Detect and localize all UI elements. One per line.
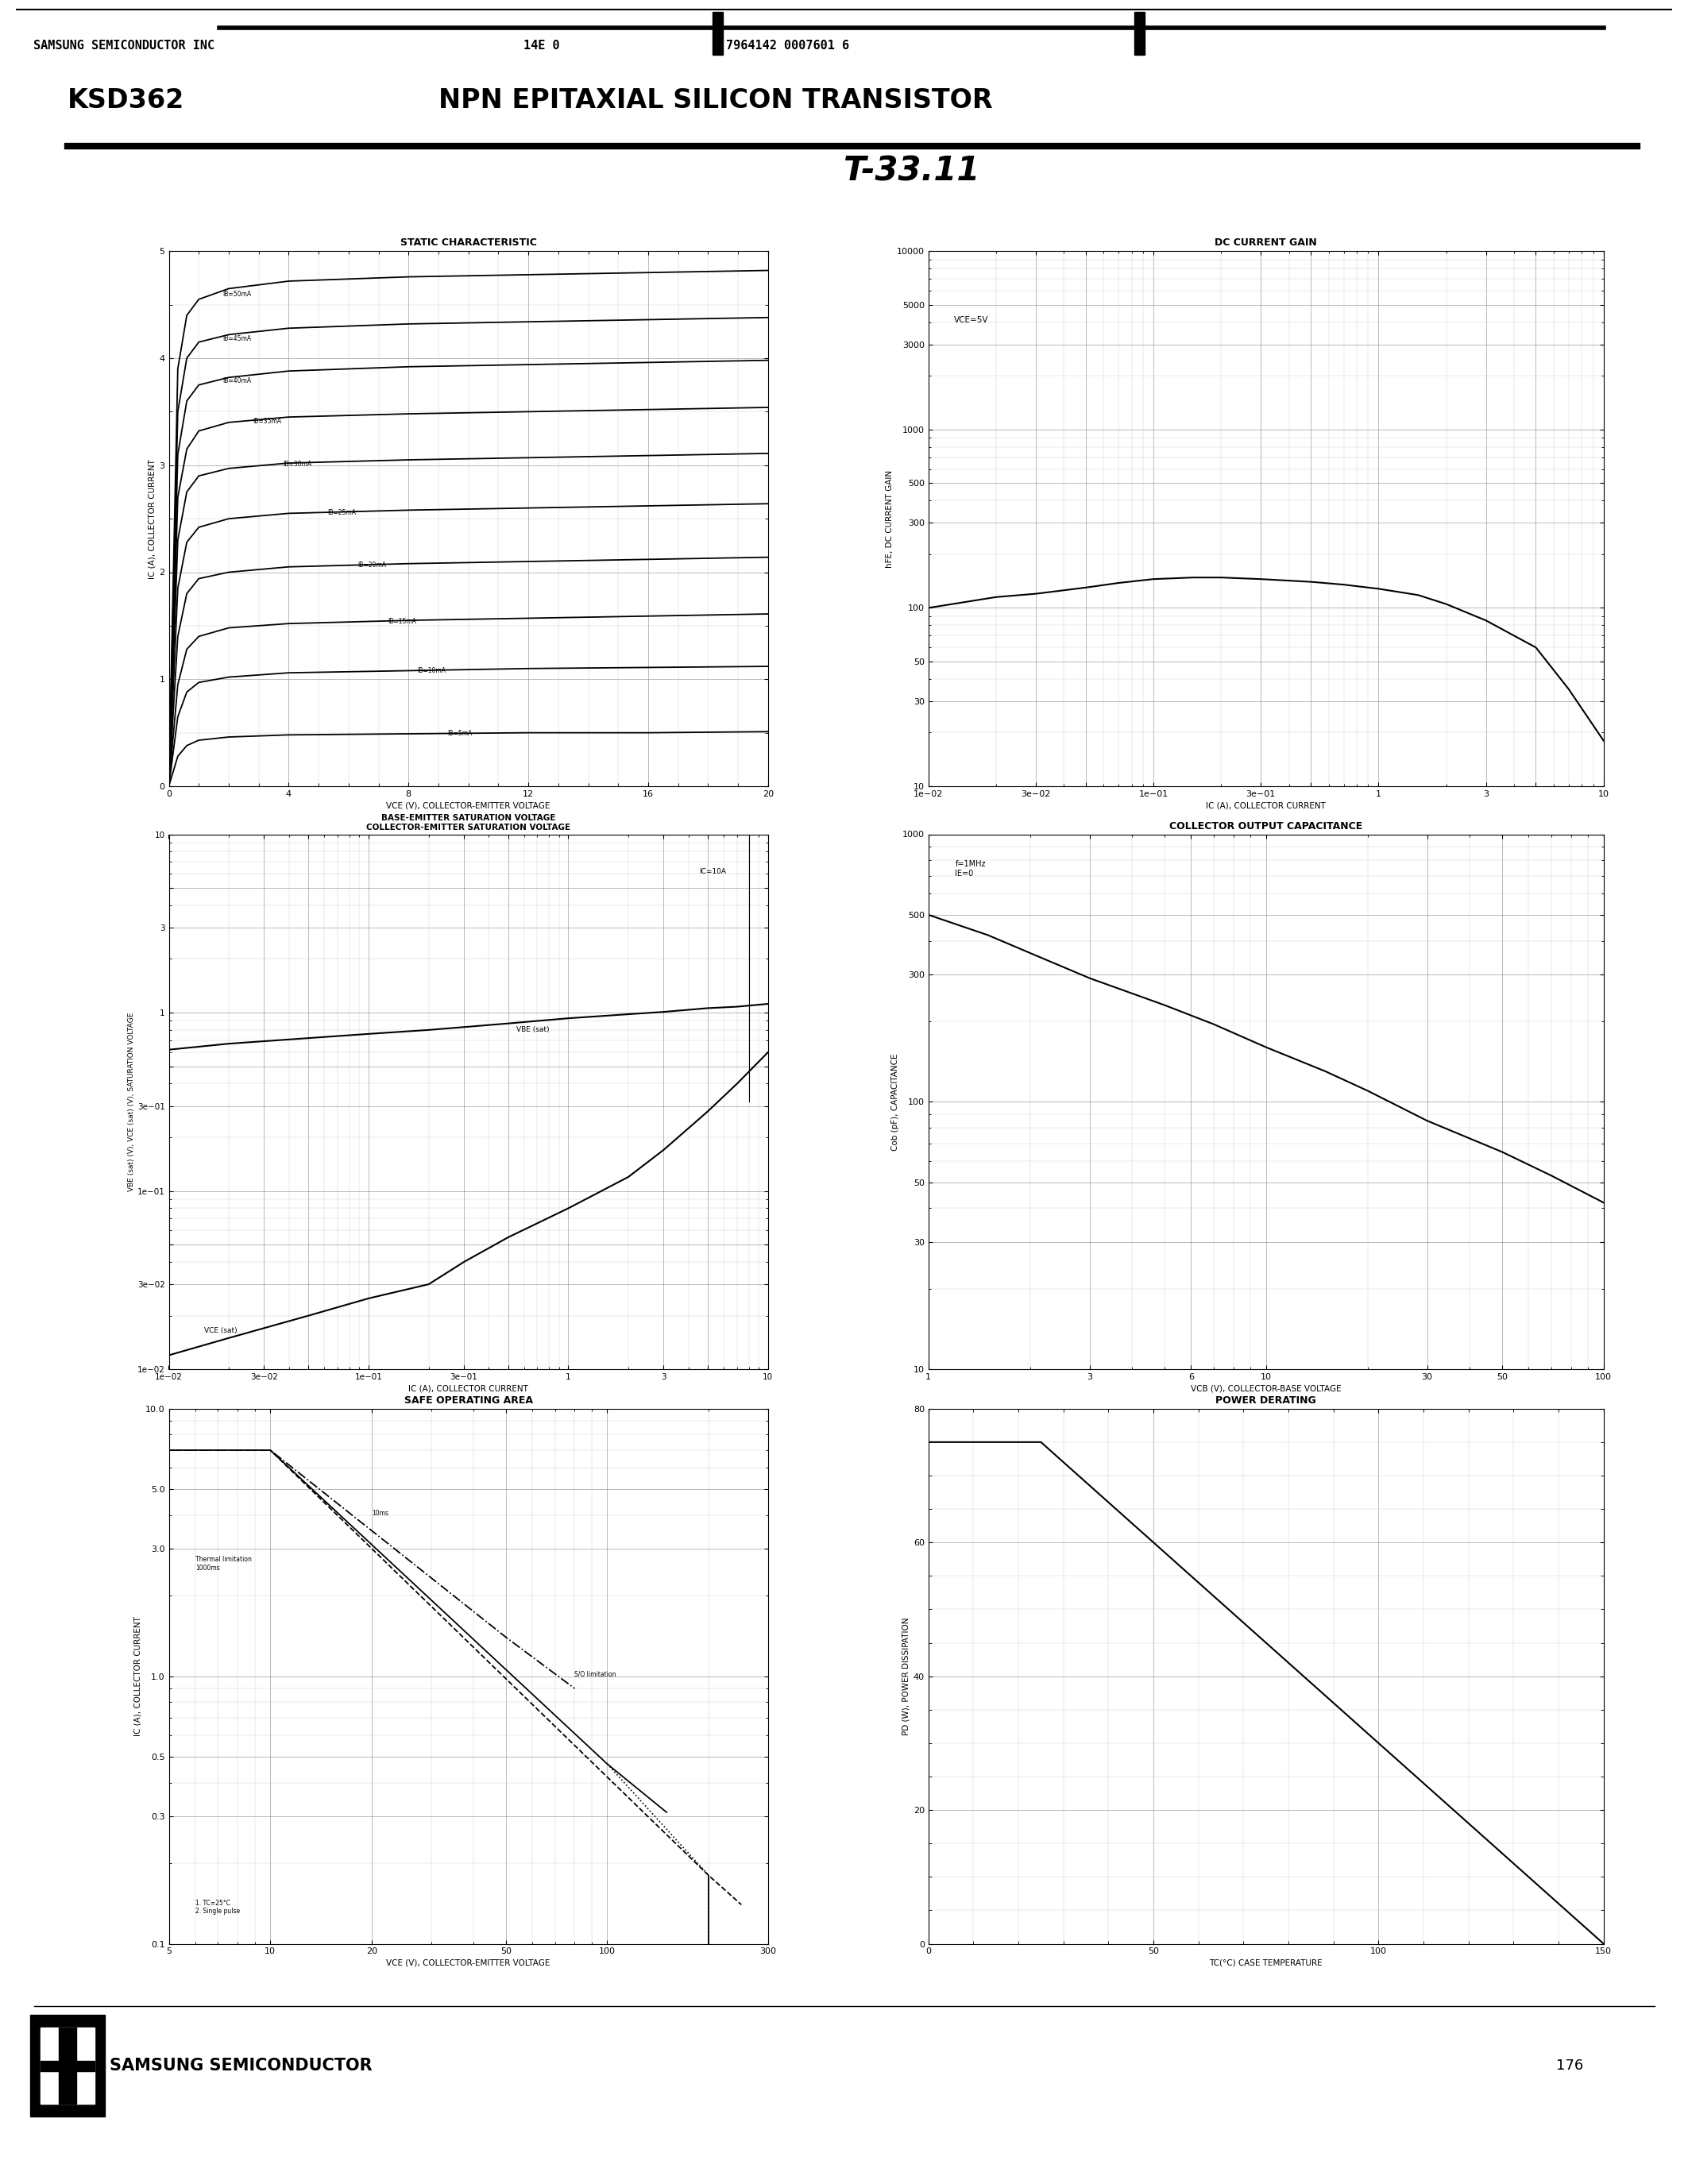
Bar [30, 2016, 105, 2116]
X-axis label: IC (A), COLLECTOR CURRENT: IC (A), COLLECTOR CURRENT [408, 1385, 528, 1393]
Text: SAMSUNG SEMICONDUCTOR: SAMSUNG SEMICONDUCTOR [110, 2057, 373, 2075]
Text: Thermal limitation
1000ms: Thermal limitation 1000ms [196, 1555, 252, 1570]
X-axis label: TC(°C) CASE TEMPERATURE: TC(°C) CASE TEMPERATURE [1209, 1959, 1323, 1968]
Text: 10ms: 10ms [371, 1509, 388, 1516]
Y-axis label: IC (A), COLLECTOR CURRENT: IC (A), COLLECTOR CURRENT [149, 459, 155, 579]
X-axis label: IC (A), COLLECTOR CURRENT: IC (A), COLLECTOR CURRENT [1205, 802, 1327, 810]
Y-axis label: Cob (pF), CAPACITANCE: Cob (pF), CAPACITANCE [891, 1053, 900, 1151]
FancyBboxPatch shape [37, 2025, 98, 2105]
Y-axis label: PD (W), POWER DISSIPATION: PD (W), POWER DISSIPATION [901, 1616, 910, 1734]
Text: VCE=5V: VCE=5V [954, 317, 989, 323]
Text: IB=25mA: IB=25mA [327, 509, 356, 515]
Text: 1. TC=25°C
2. Single pulse: 1. TC=25°C 2. Single pulse [196, 1900, 240, 1915]
Title: DC CURRENT GAIN: DC CURRENT GAIN [1215, 238, 1317, 249]
Bar [59, 2027, 76, 2103]
Text: IB=15mA: IB=15mA [388, 618, 417, 625]
Text: KSD362: KSD362 [68, 87, 184, 114]
Title: POWER DERATING: POWER DERATING [1215, 1396, 1317, 1406]
Title: BASE-EMITTER SATURATION VOLTAGE
COLLECTOR-EMITTER SATURATION VOLTAGE: BASE-EMITTER SATURATION VOLTAGE COLLECTO… [366, 815, 571, 832]
Bar [41, 2027, 95, 2103]
Title: COLLECTOR OUTPUT CAPACITANCE: COLLECTOR OUTPUT CAPACITANCE [1170, 821, 1362, 832]
Text: IC=10A: IC=10A [699, 869, 726, 876]
Text: IB=10mA: IB=10mA [417, 666, 446, 675]
Text: VCE (sat): VCE (sat) [204, 1328, 236, 1334]
Bar [41, 2062, 95, 2070]
X-axis label: VCE (V), COLLECTOR-EMITTER VOLTAGE: VCE (V), COLLECTOR-EMITTER VOLTAGE [387, 1959, 550, 1968]
Text: 14E 0: 14E 0 [523, 39, 559, 52]
Text: IB=40mA: IB=40mA [223, 378, 252, 384]
Y-axis label: hFE, DC CURRENT GAIN: hFE, DC CURRENT GAIN [886, 470, 893, 568]
Text: IB=50mA: IB=50mA [223, 290, 252, 297]
Text: IB=45mA: IB=45mA [223, 334, 252, 343]
Text: SAMSUNG SEMICONDUCTOR INC: SAMSUNG SEMICONDUCTOR INC [34, 39, 214, 52]
Text: VBE (sat): VBE (sat) [517, 1026, 549, 1033]
Text: IB=35mA: IB=35mA [253, 417, 282, 424]
X-axis label: VCE (V), COLLECTOR-EMITTER VOLTAGE: VCE (V), COLLECTOR-EMITTER VOLTAGE [387, 802, 550, 810]
Title: SAFE OPERATING AREA: SAFE OPERATING AREA [403, 1396, 533, 1406]
Text: S/O limitation: S/O limitation [574, 1671, 616, 1677]
Bar [712, 13, 722, 55]
Text: IB=30mA: IB=30mA [282, 461, 311, 467]
Text: NPN EPITAXIAL SILICON TRANSISTOR: NPN EPITAXIAL SILICON TRANSISTOR [439, 87, 993, 114]
Text: f=1MHz
IE=0: f=1MHz IE=0 [955, 860, 986, 878]
Bar [1134, 13, 1144, 55]
X-axis label: VCB (V), COLLECTOR-BASE VOLTAGE: VCB (V), COLLECTOR-BASE VOLTAGE [1190, 1385, 1342, 1393]
Text: 176: 176 [1556, 2060, 1583, 2073]
Text: IB=20mA: IB=20mA [358, 561, 387, 568]
Y-axis label: VBE (sat) (V), VCE (sat) (V), SATURATION VOLTAGE: VBE (sat) (V), VCE (sat) (V), SATURATION… [128, 1013, 135, 1190]
Title: STATIC CHARACTERISTIC: STATIC CHARACTERISTIC [400, 238, 537, 249]
Y-axis label: IC (A), COLLECTOR CURRENT: IC (A), COLLECTOR CURRENT [133, 1616, 142, 1736]
Text: 7964142 0007601 6: 7964142 0007601 6 [726, 39, 849, 52]
Text: T-33.11: T-33.11 [844, 155, 981, 188]
Text: IB=5mA: IB=5mA [447, 729, 473, 738]
